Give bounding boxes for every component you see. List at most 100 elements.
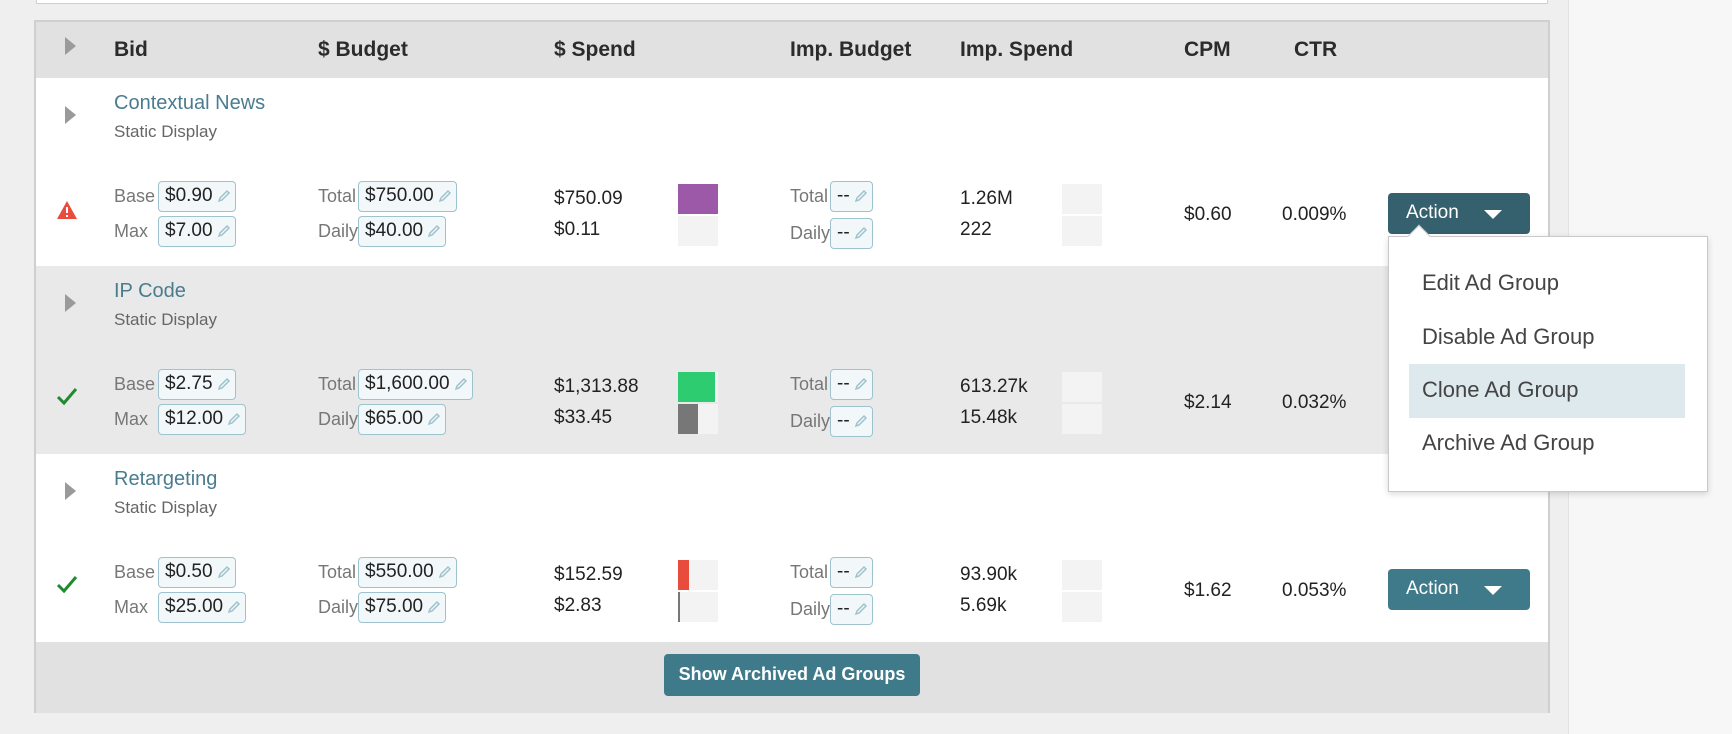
bid-base-label: Base: [114, 562, 156, 582]
imp-spend-daily: 222: [960, 219, 992, 240]
bid-base-field[interactable]: $2.75: [158, 369, 236, 400]
pencil-icon: [854, 414, 867, 428]
pencil-icon: [427, 224, 441, 238]
imp-budget-total-value: --: [837, 185, 850, 206]
pencil-icon: [427, 600, 441, 614]
budget-daily-field[interactable]: $65.00: [358, 404, 447, 435]
action-label: Action: [1406, 202, 1459, 223]
ad-group-name[interactable]: IP Code: [114, 280, 186, 302]
budget-total-label: Total: [318, 562, 357, 582]
ctr-value: 0.009%: [1282, 204, 1347, 225]
table-footer: Show Archived Ad Groups: [36, 642, 1548, 713]
budget-daily-value: $65.00: [365, 408, 424, 429]
expand-all-icon[interactable]: [65, 37, 76, 55]
col-imp-budget[interactable]: Imp. Budget: [790, 38, 912, 61]
menu-item-clone[interactable]: Clone Ad Group: [1409, 364, 1685, 418]
bar-fill: [678, 372, 716, 402]
spend-daily: $2.83: [554, 595, 602, 616]
budget-daily-label: Daily: [318, 221, 359, 241]
ad-group-name[interactable]: Contextual News: [114, 92, 266, 114]
imp-budget-daily-field[interactable]: --: [830, 406, 873, 437]
menu-item-disable[interactable]: Disable Ad Group: [1422, 324, 1595, 349]
caret-down-icon: [1484, 210, 1502, 219]
budget-daily-label: Daily: [318, 409, 359, 429]
imp-budget-daily-field[interactable]: --: [830, 218, 873, 249]
imp-budget-daily-value: --: [837, 222, 850, 243]
bid-base-value: $0.50: [165, 561, 213, 582]
imp-spend-daily-bar: [1062, 404, 1102, 434]
imp-budget-daily-label: Daily: [790, 223, 831, 243]
action-button[interactable]: Action: [1388, 193, 1530, 234]
action-label: Action: [1406, 578, 1459, 599]
table-row: Contextual News Static Display Base $0.9…: [36, 78, 1548, 266]
budget-daily-value: $75.00: [365, 596, 424, 617]
imp-spend-daily-bar: [1062, 592, 1102, 622]
expand-row-icon[interactable]: [65, 106, 76, 124]
expand-row-icon[interactable]: [65, 482, 76, 500]
ad-group-type: Static Display: [114, 310, 217, 329]
budget-total-value: $750.00: [365, 185, 434, 206]
imp-budget-total-label: Total: [790, 186, 829, 206]
bid-max-label: Max: [114, 597, 149, 617]
pencil-icon: [854, 189, 867, 203]
imp-budget-daily-value: --: [837, 598, 850, 619]
imp-budget-daily-field[interactable]: --: [830, 594, 873, 625]
imp-spend-total: 93.90k: [960, 564, 1018, 585]
ad-group-name[interactable]: Retargeting: [114, 468, 218, 490]
check-icon: [56, 574, 78, 599]
imp-spend-daily-bar: [1062, 216, 1102, 246]
bar-fill: [678, 404, 698, 434]
imp-spend-total: 1.26M: [960, 188, 1013, 209]
table-row: Retargeting Static Display Base $0.50 Ma…: [36, 454, 1548, 642]
check-icon: [56, 386, 78, 411]
action-button[interactable]: Action: [1388, 569, 1530, 610]
col-budget[interactable]: $ Budget: [318, 38, 408, 61]
bar-fill: [678, 184, 718, 214]
imp-budget-total-label: Total: [790, 374, 829, 394]
pencil-icon: [454, 377, 467, 391]
table-row: IP Code Static Display Base $2.75 Max $1…: [36, 266, 1548, 454]
pencil-icon: [217, 189, 230, 203]
menu-item-archive[interactable]: Archive Ad Group: [1422, 430, 1595, 455]
imp-spend-total: 613.27k: [960, 376, 1028, 397]
budget-daily-field[interactable]: $40.00: [358, 216, 447, 247]
bid-max-label: Max: [114, 409, 149, 429]
bid-base-field[interactable]: $0.90: [158, 181, 236, 212]
pencil-icon: [427, 412, 441, 426]
budget-total-field[interactable]: $550.00: [358, 557, 457, 588]
bid-max-field[interactable]: $25.00: [158, 592, 247, 623]
imp-budget-total-label: Total: [790, 562, 829, 582]
budget-daily-label: Daily: [318, 597, 359, 617]
pencil-icon: [854, 565, 867, 579]
pencil-icon: [217, 565, 230, 579]
col-cpm[interactable]: CPM: [1184, 38, 1231, 61]
bid-max-field[interactable]: $12.00: [158, 404, 247, 435]
bid-base-value: $2.75: [165, 373, 213, 394]
col-imp-spend[interactable]: Imp. Spend: [960, 38, 1074, 61]
spend-total: $1,313.88: [554, 376, 639, 397]
budget-total-field[interactable]: $750.00: [358, 181, 457, 212]
show-archived-button[interactable]: Show Archived Ad Groups: [664, 654, 920, 696]
imp-spend-total-bar: [1062, 184, 1102, 214]
ad-group-type: Static Display: [114, 498, 217, 517]
col-bid[interactable]: Bid: [114, 38, 148, 61]
action-dropdown-menu: Edit Ad Group Disable Ad Group Clone Ad …: [1388, 224, 1708, 492]
menu-item-edit[interactable]: Edit Ad Group: [1422, 270, 1559, 295]
cpm-value: $2.14: [1184, 392, 1232, 413]
budget-daily-field[interactable]: $75.00: [358, 592, 447, 623]
bid-base-field[interactable]: $0.50: [158, 557, 236, 588]
imp-budget-daily-label: Daily: [790, 599, 831, 619]
imp-budget-total-field[interactable]: --: [830, 557, 873, 588]
expand-row-icon[interactable]: [65, 294, 76, 312]
imp-budget-total-field[interactable]: --: [830, 369, 873, 400]
ad-group-type: Static Display: [114, 122, 217, 141]
cpm-value: $1.62: [1184, 580, 1232, 601]
pencil-icon: [438, 189, 451, 203]
col-spend[interactable]: $ Spend: [554, 38, 636, 61]
col-ctr[interactable]: CTR: [1294, 38, 1338, 61]
imp-budget-daily-value: --: [837, 410, 850, 431]
imp-budget-total-field[interactable]: --: [830, 181, 873, 212]
bid-max-field[interactable]: $7.00: [158, 216, 236, 247]
budget-total-value: $550.00: [365, 561, 434, 582]
budget-total-field[interactable]: $1,600.00: [358, 369, 473, 400]
